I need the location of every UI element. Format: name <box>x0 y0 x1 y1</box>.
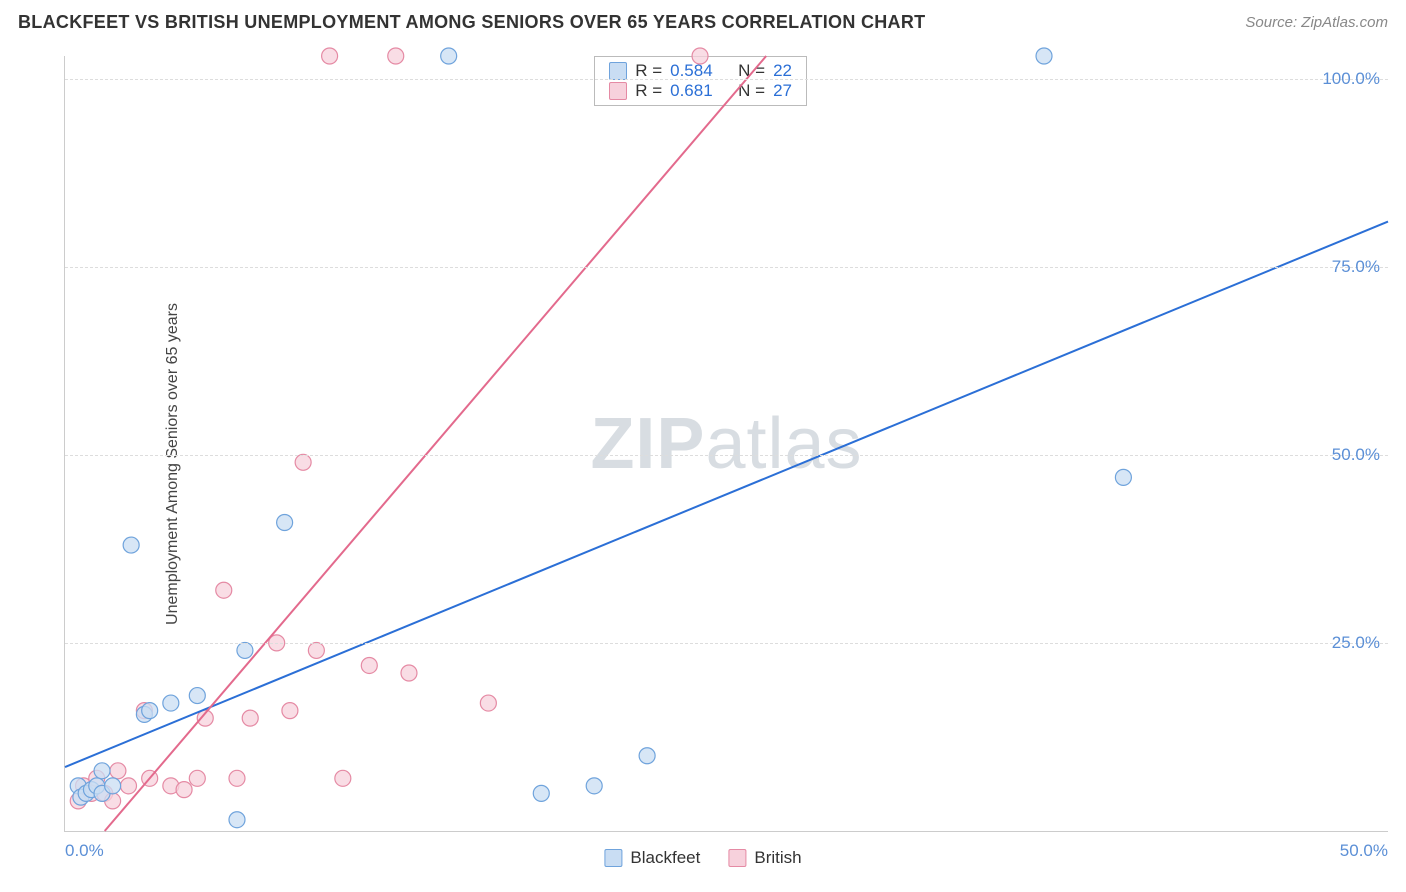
scatter-point <box>401 665 417 681</box>
scatter-point <box>105 778 121 794</box>
trend-line <box>65 222 1388 768</box>
legend-swatch-british <box>728 849 746 867</box>
scatter-point <box>176 782 192 798</box>
x-tick-label: 0.0% <box>65 841 104 861</box>
y-tick-label: 50.0% <box>1332 445 1380 465</box>
scatter-point <box>586 778 602 794</box>
chart-svg <box>65 56 1388 831</box>
legend-label-british: British <box>754 848 801 868</box>
scatter-point <box>237 642 253 658</box>
scatter-point <box>480 695 496 711</box>
trend-line <box>105 56 767 831</box>
scatter-point <box>123 537 139 553</box>
scatter-point <box>163 695 179 711</box>
scatter-point <box>121 778 137 794</box>
source-prefix: Source: <box>1245 14 1301 31</box>
scatter-point <box>639 748 655 764</box>
y-tick-label: 100.0% <box>1322 69 1380 89</box>
chart-title: BLACKFEET VS BRITISH UNEMPLOYMENT AMONG … <box>18 12 925 33</box>
chart-area: Unemployment Among Seniors over 65 years… <box>18 46 1388 882</box>
chart-header: BLACKFEET VS BRITISH UNEMPLOYMENT AMONG … <box>0 0 1406 41</box>
legend-item-blackfeet: Blackfeet <box>604 848 700 868</box>
scatter-point <box>1115 469 1131 485</box>
scatter-point <box>295 454 311 470</box>
scatter-point <box>282 703 298 719</box>
scatter-point <box>308 642 324 658</box>
legend-swatch-blackfeet <box>604 849 622 867</box>
bottom-legend: Blackfeet British <box>604 848 801 868</box>
source-label: Source: ZipAtlas.com <box>1245 14 1388 31</box>
y-tick-label: 75.0% <box>1332 257 1380 277</box>
y-tick-label: 25.0% <box>1332 633 1380 653</box>
scatter-point <box>361 657 377 673</box>
plot-region: ZIPatlas R = 0.584 N = 22 R = 0.681 N = … <box>64 56 1388 832</box>
scatter-point <box>229 770 245 786</box>
source-name: ZipAtlas.com <box>1301 14 1388 31</box>
scatter-point <box>388 48 404 64</box>
scatter-point <box>94 763 110 779</box>
scatter-point <box>1036 48 1052 64</box>
scatter-point <box>189 688 205 704</box>
scatter-point <box>692 48 708 64</box>
scatter-point <box>335 770 351 786</box>
scatter-point <box>110 763 126 779</box>
scatter-point <box>533 785 549 801</box>
scatter-point <box>322 48 338 64</box>
scatter-point <box>189 770 205 786</box>
legend-label-blackfeet: Blackfeet <box>630 848 700 868</box>
scatter-point <box>242 710 258 726</box>
scatter-point <box>441 48 457 64</box>
legend-item-british: British <box>728 848 801 868</box>
scatter-point <box>216 582 232 598</box>
x-tick-label: 50.0% <box>1340 841 1388 861</box>
scatter-point <box>229 812 245 828</box>
scatter-point <box>277 515 293 531</box>
scatter-point <box>142 703 158 719</box>
